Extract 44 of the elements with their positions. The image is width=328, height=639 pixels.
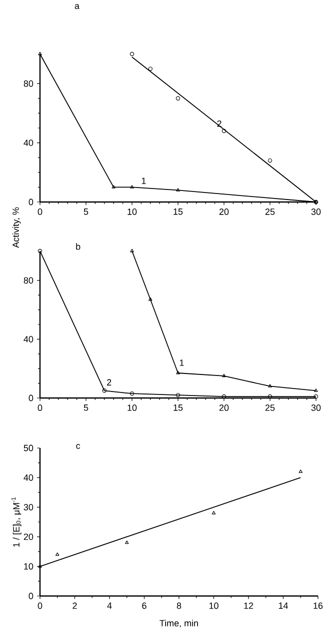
x-tick-label: 16 <box>314 602 323 609</box>
x-tick-label: 20 <box>219 404 229 411</box>
x-tick-label: 15 <box>174 404 183 411</box>
x-tick-label: 30 <box>311 404 321 411</box>
x-tick-label: 10 <box>128 404 137 411</box>
x-tick-label: 25 <box>265 404 275 411</box>
y-axis-title: 1 / [E]$_{0}$, μM$^{-1}$ <box>11 497 22 547</box>
x-tick-label: 30 <box>311 208 321 215</box>
y-tick-label: 0 <box>28 394 34 402</box>
x-tick-label: 6 <box>142 602 146 609</box>
x-tick-label: 10 <box>128 208 137 215</box>
chart-title: b <box>76 243 80 250</box>
chart-title: c <box>76 444 80 449</box>
y-tick-label: 0 <box>28 198 34 206</box>
series-label: 1 <box>142 178 146 184</box>
x-tick-label: 0 <box>38 208 42 215</box>
y-tick-label: 50 <box>24 444 34 452</box>
x-tick-label: 5 <box>84 208 88 215</box>
series-label: 1 <box>180 360 184 366</box>
x-tick-label: 4 <box>107 602 112 609</box>
y-tick-label: 20 <box>24 534 34 540</box>
x-tick-label: 0 <box>38 602 42 609</box>
x-tick-label: 12 <box>244 602 254 609</box>
x-axis-title: Time, min <box>160 620 198 628</box>
x-tick-label: 10 <box>209 602 218 609</box>
x-tick-label: 14 <box>278 602 288 609</box>
chart-title: a <box>74 4 80 10</box>
y-tick-label: 0 <box>28 592 34 600</box>
y-tick-label: 80 <box>24 80 34 87</box>
series-label: 2 <box>107 379 112 386</box>
y-tick-label: 40 <box>24 140 34 146</box>
y-tick-label: 10 <box>24 563 34 570</box>
x-tick-label: 20 <box>219 208 229 215</box>
y-tick-label: 30 <box>24 504 34 510</box>
x-tick-label: 0 <box>38 404 42 411</box>
y-tick-label: 40 <box>24 336 34 342</box>
x-tick-label: 15 <box>174 208 183 215</box>
y-axis-title: Activity, % <box>12 207 21 248</box>
x-tick-label: 8 <box>176 602 182 609</box>
x-tick-label: 25 <box>265 208 275 215</box>
x-tick-label: 2 <box>72 602 77 609</box>
y-tick-label: 80 <box>24 277 34 284</box>
y-tick-label: 40 <box>24 474 34 481</box>
x-tick-label: 5 <box>84 404 88 411</box>
